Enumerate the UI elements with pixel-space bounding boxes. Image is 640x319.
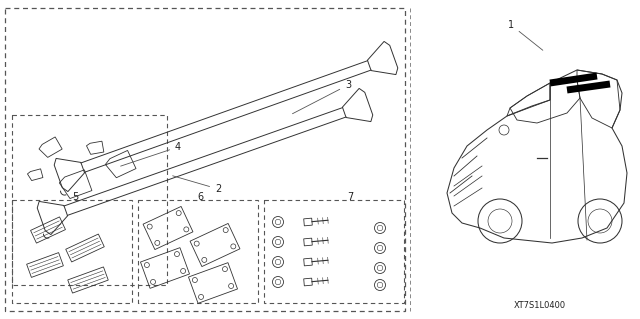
Text: 1: 1 — [508, 20, 543, 50]
Text: XT7S1L0400: XT7S1L0400 — [514, 301, 566, 310]
Bar — [264, 200, 404, 303]
Bar — [12, 200, 132, 303]
Bar — [5, 8, 405, 311]
Bar — [138, 200, 258, 303]
Text: 6: 6 — [197, 192, 203, 202]
Text: 3: 3 — [292, 80, 351, 114]
Text: 4: 4 — [120, 142, 181, 166]
Text: 2: 2 — [173, 176, 221, 194]
Text: 5: 5 — [72, 192, 78, 202]
Text: 7: 7 — [347, 192, 353, 202]
Bar — [12, 115, 167, 285]
